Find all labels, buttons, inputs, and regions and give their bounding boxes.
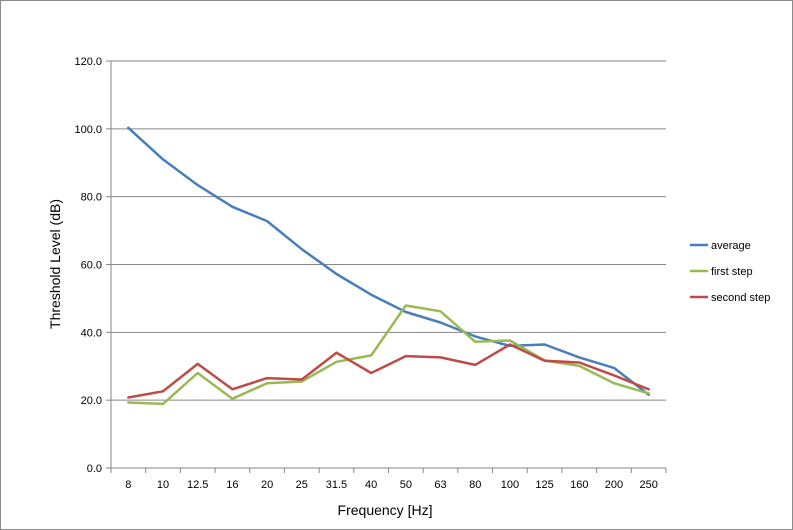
x-tick-label: 80: [469, 479, 481, 491]
x-tick-label: 20: [261, 479, 273, 491]
series-line-second-step: [127, 343, 650, 399]
x-tick-label: 160: [570, 479, 588, 491]
x-tick-label: 16: [226, 479, 238, 491]
y-tick-labels: 0.0 20.0 40.0 60.0 80.0 100.0 120.0: [74, 56, 102, 475]
x-tick-label: 40: [365, 479, 377, 491]
x-tick-label: 100: [501, 479, 519, 491]
y-tick-label: 80.0: [81, 192, 102, 204]
legend-label-second-step: second step: [711, 292, 770, 304]
y-tick-label: 60.0: [81, 260, 102, 272]
y-tick-label: 120.0: [74, 56, 102, 68]
x-axis-title: Frequency [Hz]: [338, 502, 433, 518]
x-tick-label: 8: [125, 479, 131, 491]
series-line-average: [127, 126, 650, 396]
x-tick-label: 200: [605, 479, 623, 491]
legend-label-average: average: [711, 240, 751, 252]
x-tick-label: 250: [639, 479, 657, 491]
y-axis-title: Threshold Level (dB): [47, 199, 63, 329]
x-tick-label: 10: [157, 479, 169, 491]
x-tick-label: 12.5: [187, 479, 208, 491]
x-tick-label: 50: [400, 479, 412, 491]
x-tick-label: 25: [296, 479, 308, 491]
y-tick-label: 20.0: [81, 395, 102, 407]
y-tick-label: 0.0: [87, 463, 102, 475]
y-tick-label: 100.0: [74, 124, 102, 136]
x-tick-labels: 8 10 12.5 16 20 25 31.5 40 50 63 80 100 125 160 200 250: [125, 479, 658, 491]
series-line-first-step: [127, 304, 650, 406]
x-tick-label: 125: [535, 479, 553, 491]
gridlines: [111, 60, 666, 401]
x-tick-label: 31.5: [326, 479, 347, 491]
legend: average first step second step: [690, 240, 770, 304]
legend-label-first-step: first step: [711, 266, 753, 278]
series-lines: [127, 126, 650, 406]
y-tick-label: 40.0: [81, 327, 102, 339]
x-tick-label: 63: [434, 479, 446, 491]
axes: [106, 60, 667, 473]
